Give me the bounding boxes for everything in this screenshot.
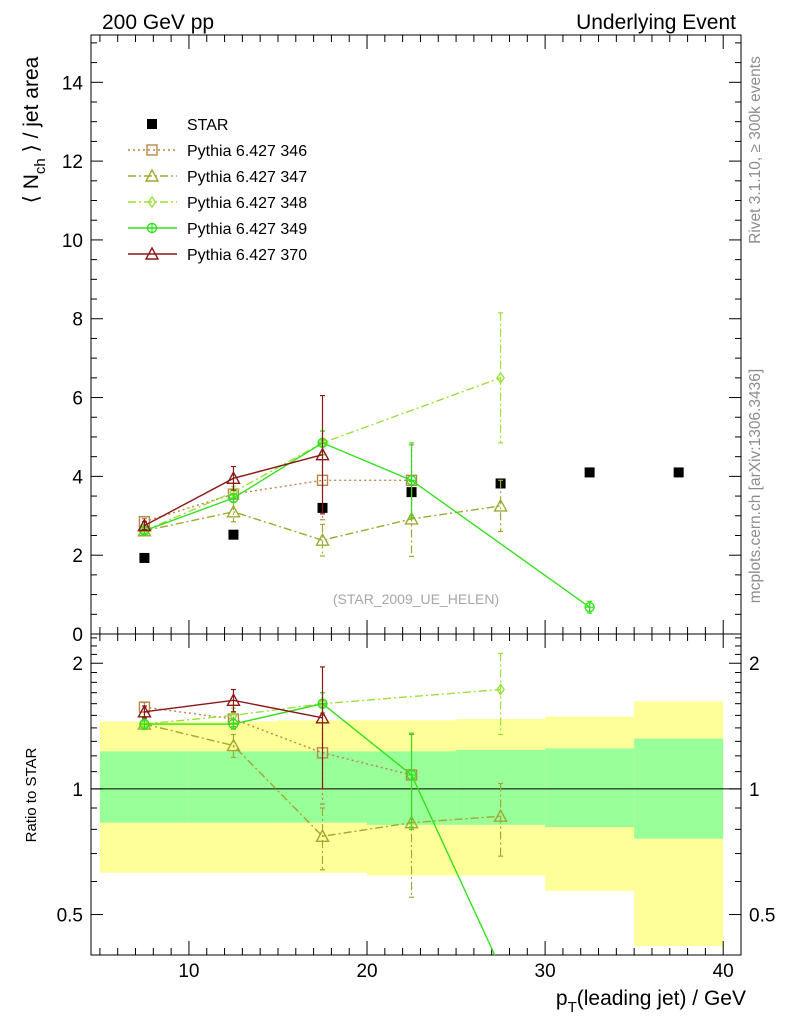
- legend-label: Pythia 6.427 348: [187, 195, 307, 212]
- legend-entry: Pythia 6.427 347: [128, 168, 307, 186]
- legend: STAR Pythia 6.427 346 Pythia 6.427 347 Pyth…: [128, 117, 307, 264]
- series-line: [144, 706, 412, 776]
- main-y-axis-label-subscript: ch: [32, 158, 49, 174]
- data-point-marker: [404, 511, 419, 525]
- y-tick-label: 14: [62, 73, 84, 94]
- series-line: [144, 479, 412, 523]
- side-label-generator: Rivet 3.1.10, ≥ 300k events: [747, 56, 764, 244]
- data-point-marker: [226, 692, 241, 707]
- y-tick-label: 2: [72, 546, 83, 567]
- legend-label: Pythia 6.427 346: [187, 143, 307, 160]
- data-point-marker: [144, 246, 160, 260]
- main-y-axis-label: ⟨ Nch ⟩ / jet area: [20, 56, 49, 203]
- data-point-marker: [147, 119, 157, 129]
- y-tick-label: 12: [62, 152, 83, 173]
- data-point-marker: [315, 710, 330, 724]
- main-y-axis-label-tail: ⟩ / jet area: [20, 56, 43, 158]
- x-tick-label: 10: [178, 961, 199, 982]
- x-tick-label: 20: [356, 961, 377, 982]
- data-point-marker: [493, 498, 508, 512]
- data-point-marker: [144, 168, 160, 182]
- data-point-marker: [137, 518, 152, 532]
- data-point-marker: [496, 371, 505, 385]
- series-pythia-6-427-349: [139, 430, 595, 614]
- data-point-marker: [226, 470, 241, 485]
- ratio-series-group: [137, 652, 510, 984]
- data-point-marker: [226, 738, 241, 752]
- legend-label: Pythia 6.427 370: [187, 247, 307, 264]
- series-line: [144, 505, 501, 541]
- uncertainty-band-inner: [99, 751, 189, 823]
- series-pythia-6-427-346: [138, 440, 418, 528]
- legend-label: Pythia 6.427 349: [187, 221, 307, 238]
- ratio-y-tick-label: 1: [72, 780, 83, 801]
- main-y-axis-label-head: ⟨ N: [20, 174, 43, 203]
- y-tick-label: 10: [62, 231, 83, 252]
- data-point-marker: [226, 504, 241, 518]
- legend-entry: Pythia 6.427 346: [128, 143, 307, 160]
- ratio-y-tick-label: 2: [72, 654, 83, 675]
- ratio-y-tick-label: 2: [749, 654, 760, 675]
- header-left-label: 200 GeV pp: [102, 11, 214, 34]
- y-tick-label: 4: [72, 467, 83, 488]
- x-axis-label-head: p: [556, 987, 568, 1010]
- series-line: [144, 723, 501, 838]
- ratio-y-axis-label: Ratio to STAR: [23, 747, 40, 842]
- data-point-marker: [673, 467, 684, 478]
- series-pythia-6-427-370: [137, 666, 330, 790]
- main-panel: 0 2 4 6 8 10 12 14 STAR Pythia 6.427 346 Pythia 6.…: [62, 34, 742, 646]
- series-line: [144, 377, 501, 532]
- data-point-marker: [147, 195, 157, 209]
- x-tick-label: 30: [535, 961, 556, 982]
- series-pythia-6-427-370: [137, 394, 330, 532]
- data-point-marker: [315, 828, 330, 842]
- ratio-y-tick-label: 0.5: [57, 906, 83, 927]
- ratio-plot-frame: [90, 633, 742, 956]
- data-point-marker: [501, 975, 510, 984]
- legend-entry: STAR: [147, 117, 228, 134]
- x-tick-label: 40: [713, 961, 734, 982]
- series-line: [144, 442, 591, 608]
- ratio-panel: 0.5 0.5 1 1 2 2 10 20 30 40: [57, 633, 775, 984]
- data-point-marker: [315, 447, 330, 461]
- x-axis-label-tail: (leading jet) / GeV: [577, 987, 746, 1010]
- data-point-marker: [228, 529, 239, 540]
- legend-entry: Pythia 6.427 348: [128, 195, 307, 212]
- y-tick-label: 6: [72, 389, 83, 410]
- uncertainty-band-inner: [188, 751, 278, 823]
- y-tick-label: 0: [72, 625, 83, 646]
- legend-label: STAR: [187, 117, 228, 134]
- data-point-marker: [493, 808, 508, 822]
- side-label-source: mcplots.cern.ch [arXiv:1306.3436]: [747, 369, 764, 603]
- ratio-y-tick-label: 1: [749, 780, 760, 801]
- ratio-y-tick-label: 0.5: [749, 906, 775, 927]
- uncertainty-band-inner: [545, 748, 635, 828]
- y-tick-label: 8: [72, 310, 83, 331]
- data-point-marker: [146, 144, 158, 156]
- data-point-marker: [496, 683, 505, 696]
- data-point-marker: [137, 704, 152, 718]
- legend-label: Pythia 6.427 347: [187, 169, 307, 186]
- x-axis-label-subscript: T: [568, 999, 577, 1016]
- data-point-marker: [139, 552, 150, 563]
- data-point-marker: [315, 532, 330, 546]
- legend-entry: Pythia 6.427 349: [128, 221, 307, 238]
- legend-entry: Pythia 6.427 370: [128, 246, 307, 264]
- data-point-marker: [584, 467, 595, 478]
- analysis-tag: (STAR_2009_UE_HELEN): [333, 591, 499, 607]
- header-right-label: Underlying Event: [576, 11, 736, 34]
- x-axis-label: pT(leading jet) / GeV: [556, 987, 746, 1016]
